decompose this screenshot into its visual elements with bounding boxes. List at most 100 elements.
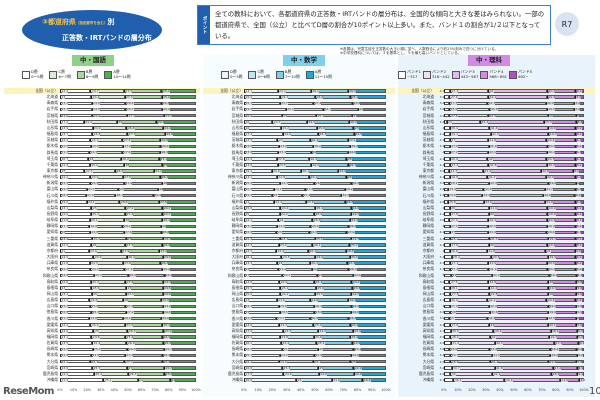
segment-value: 5.8 <box>577 359 583 365</box>
segment-value: 5.3 <box>578 334 583 340</box>
segment-value: 23.7 <box>91 138 99 143</box>
row-label: 山口県 <box>422 303 434 309</box>
row-label: 岐阜県 <box>422 217 434 223</box>
bar-segment: 23 <box>353 126 386 131</box>
bar-segment: 41.9 <box>488 268 548 272</box>
chart-panel-1: 中・数学 D層 0～3問 C層 4～6問 B層 7～10問 A層 11～15問 全国（公立） 23.… <box>203 55 395 397</box>
bar-segment: 17.2 <box>553 366 578 371</box>
segment-value: 23.7 <box>165 347 172 352</box>
bar-segment: 6.6 <box>574 248 584 254</box>
table-row: 大阪府 24.5 24.6 26.4 24.5 <box>4 254 200 260</box>
bar-segment: 25.2 <box>350 323 386 328</box>
bar-segment: 22.8 <box>60 354 91 358</box>
title-note: （指定都市を含む） <box>75 21 108 25</box>
bar-segment: 22 <box>60 231 90 235</box>
legend-swatch <box>305 71 314 79</box>
bar-segment: 24 <box>281 114 316 119</box>
bar-segment: 27.6 <box>244 329 284 334</box>
segment-value: 20.8 <box>245 187 253 192</box>
segment-value: 26 <box>162 224 166 229</box>
bar-segment: 27.1 <box>347 138 386 143</box>
segment-value: 6 <box>577 113 579 119</box>
segment-value: 41.8 <box>488 248 496 254</box>
segment-value: 6.6 <box>576 248 582 254</box>
segment-value: 25.9 <box>162 298 169 303</box>
bar-segment: 24.9 <box>281 341 317 346</box>
row-label: 鹿児島県 <box>418 370 434 376</box>
segment-value: 25.5 <box>245 285 253 291</box>
bar-segment: 4 <box>442 126 450 130</box>
bar-segment: 21 <box>60 249 89 254</box>
segment-value: 25 <box>163 162 168 168</box>
axis-tick-label: 30% <box>482 388 490 392</box>
row-label: 鳥取県 <box>46 278 58 284</box>
segment-value: 24 <box>139 377 143 383</box>
bar-segment: 26 <box>314 182 352 186</box>
table-row: 長野県 25 24.4 25.9 24.7 <box>203 211 395 217</box>
segment-value: 6.2 <box>576 162 582 168</box>
bar-segment: 23.3 <box>60 108 92 112</box>
bar-segment: 25.4 <box>349 145 386 149</box>
segment-value: 24.9 <box>91 181 99 186</box>
bar-segment: 26.1 <box>312 243 350 248</box>
segment-value: 24.9 <box>92 353 100 358</box>
segment-value: 24.7 <box>163 205 171 211</box>
axis-tick-label: 80% <box>353 388 362 392</box>
bar-segment: 42.1 <box>488 95 548 100</box>
bar-segment: 24.5 <box>282 274 318 278</box>
segment-value: 22.2 <box>61 181 69 186</box>
row-label: 山形県 <box>231 124 243 130</box>
segment-value: 41.2 <box>493 273 500 278</box>
row-label: 宮城県 <box>422 112 434 118</box>
stacked-bar: 22.9 22.8 26.3 28 <box>244 157 386 162</box>
bar-segment: 27.6 <box>449 114 489 119</box>
segment-value: 42.4 <box>489 218 496 223</box>
legend-range: 7～10問 <box>284 73 300 79</box>
segment-value: 26.5 <box>129 273 137 278</box>
table-row: 広島県 23 23.6 26.6 26.8 <box>203 297 395 303</box>
bar-segment: 25.1 <box>244 354 280 358</box>
segment-value: 26.5 <box>287 107 294 112</box>
stacked-bar: 23.1 24.8 27.2 24.9 <box>60 335 196 340</box>
bar-segment: 21.5 <box>60 298 90 303</box>
segment-value: 26.3 <box>314 359 322 365</box>
bar-segment: 6.1 <box>575 237 584 242</box>
bar-segment: 25.4 <box>349 218 386 223</box>
bar-segment: 5 <box>442 274 451 278</box>
row-label: 全国（公立） <box>35 88 58 93</box>
stacked-bar: 25 24.4 25.9 24.7 <box>244 211 386 217</box>
table-row: 埼玉県 22.9 22.8 26.3 28 <box>203 156 395 162</box>
row-label: 京都府 <box>422 247 434 253</box>
bar-segment: 4.1 <box>440 212 450 216</box>
bar-segment: 23.4 <box>164 274 196 278</box>
bar-segment: 40.8 <box>489 108 547 112</box>
segment-value: 22.8 <box>355 371 362 377</box>
table-row: 山梨県 23.1 25 27.2 24.7 <box>4 205 200 211</box>
segment-value: 25.9 <box>315 211 323 217</box>
segment-value: 23.5 <box>279 162 286 168</box>
table-row: 神奈川県 22.2 23.9 27.5 26.4 <box>4 174 200 180</box>
bar-segment: 6.2 <box>575 261 584 266</box>
segment-value: 22.4 <box>61 322 69 328</box>
segment-value: 23.3 <box>61 291 69 297</box>
segment-value: 27.4 <box>451 162 459 168</box>
bar-segment: 23.1 <box>353 348 386 352</box>
segment-value: 4 <box>442 224 445 229</box>
row-label: 千葉県 <box>231 161 243 167</box>
segment-value: 27.1 <box>160 156 168 162</box>
segment-value: 26.4 <box>349 267 357 272</box>
bar-segment: 24.7 <box>162 212 196 217</box>
bar-segment: 20.1 <box>547 243 576 248</box>
bar-segment: 24.9 <box>90 181 125 186</box>
legend-label: バンド2 <box>432 69 446 74</box>
segment-value: 25.3 <box>319 131 327 137</box>
segment-value: 24.5 <box>352 181 360 186</box>
bar-segment: 25 <box>162 162 196 168</box>
segment-value: 25.6 <box>315 310 323 315</box>
bar-segment: 22.1 <box>60 360 91 365</box>
row-label: 神奈川県 <box>42 174 58 180</box>
segment-value: 25.1 <box>163 322 171 328</box>
bar-segment: 27.8 <box>305 188 345 192</box>
stacked-bar: 4.3 27 41.8 20.6 6.3 <box>440 138 584 143</box>
bar-segment: 24.8 <box>162 243 196 248</box>
